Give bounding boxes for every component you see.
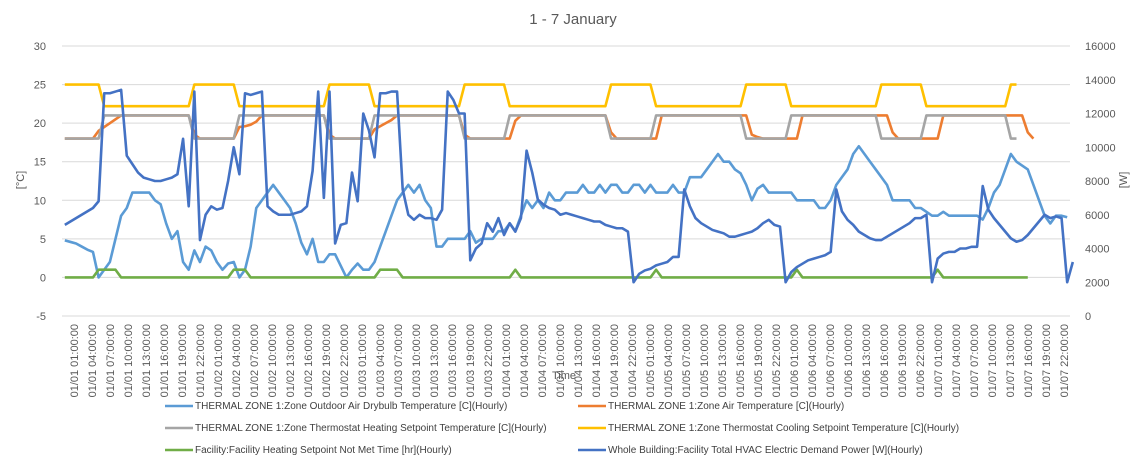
x-tick-label: 01/01 01:00:00 (69, 324, 81, 397)
series-line-0 (64, 144, 1068, 279)
legend-entry: THERMAL ZONE 1:Zone Air Temperature [C](… (608, 401, 844, 412)
x-tick-label: 01/06 16:00:00 (879, 324, 891, 397)
chart-title: 1 - 7 January (529, 11, 617, 28)
x-tick-label: 01/02 07:00:00 (249, 324, 261, 397)
x-tick-label: 01/07 13:00:00 (1005, 324, 1017, 397)
y-right-tick-label: 12000 (1085, 109, 1116, 121)
y-left-tick-label: 25 (34, 80, 46, 92)
x-tick-label: 01/07 16:00:00 (1023, 324, 1035, 397)
x-tick-label: 01/05 10:00:00 (699, 324, 711, 397)
gridlines (62, 45, 1070, 317)
x-tick-label: 01/07 07:00:00 (969, 324, 981, 397)
series-line-1 (64, 114, 1035, 140)
x-tick-label: 01/04 22:00:00 (627, 324, 639, 397)
legend-entry: THERMAL ZONE 1:Zone Outdoor Air Drybulb … (195, 401, 507, 412)
x-tick-label: 01/05 22:00:00 (771, 324, 783, 397)
y-left-tick-label: 20 (34, 118, 46, 130)
y-right-tick-label: 14000 (1085, 75, 1116, 87)
x-tick-label: 01/06 04:00:00 (807, 324, 819, 397)
x-tick-label: 01/07 19:00:00 (1041, 324, 1053, 397)
x-tick-label: 01/04 13:00:00 (573, 324, 585, 397)
x-tick-label: 01/04 16:00:00 (591, 324, 603, 397)
x-tick-label: 01/02 13:00:00 (285, 324, 297, 397)
x-tick-label: 01/03 04:00:00 (375, 324, 387, 397)
series-lines (64, 83, 1075, 284)
x-tick-label: 01/07 22:00:00 (1059, 324, 1071, 397)
x-tick-label: 01/02 16:00:00 (303, 324, 315, 397)
x-tick-label: 01/03 22:00:00 (483, 324, 495, 397)
x-tick-label: 01/02 04:00:00 (231, 324, 243, 397)
legend-entry: THERMAL ZONE 1:Zone Thermostat Cooling S… (608, 423, 959, 434)
x-tick-label: 01/03 01:00:00 (357, 324, 369, 397)
x-tick-label: 01/02 10:00:00 (267, 324, 279, 397)
x-axis-ticks: 01/01 01:00:00 01/01 04:00:00 01/01 07:00:… (69, 324, 1071, 397)
series-line-4 (64, 268, 1028, 279)
x-tick-label: 01/01 07:00:00 (105, 324, 117, 397)
x-tick-label: 01/01 22:00:00 (195, 324, 207, 397)
y-left-tick-label: 10 (34, 195, 46, 207)
x-tick-label: 01/01 16:00:00 (159, 324, 171, 397)
y-right-tick-label: 10000 (1085, 142, 1116, 154)
y-left-tick-label: 5 (40, 234, 46, 246)
x-tick-label: 01/03 16:00:00 (447, 324, 459, 397)
x-tick-label: 01/05 07:00:00 (681, 324, 693, 397)
legend: THERMAL ZONE 1:Zone Outdoor Air Drybulb … (165, 401, 959, 456)
x-tick-label: 01/05 16:00:00 (735, 324, 747, 397)
x-tick-label: 01/06 13:00:00 (861, 324, 873, 397)
y-left-tick-label: 0 (40, 272, 46, 284)
x-tick-label: 01/04 07:00:00 (537, 324, 549, 397)
x-tick-label: 01/03 19:00:00 (465, 324, 477, 397)
x-tick-label: 01/04 01:00:00 (501, 324, 513, 397)
y-right-tick-label: 4000 (1085, 244, 1109, 256)
legend-entry: Facility:Facility Heating Setpoint Not M… (195, 445, 452, 456)
x-tick-label: 01/04 10:00:00 (555, 324, 567, 397)
x-tick-label: 01/03 10:00:00 (411, 324, 423, 397)
x-tick-label: 01/02 19:00:00 (321, 324, 333, 397)
y-axis-right-ticks: 0 2000 4000 6000 8000 10000 12000 14000 16000 (1085, 41, 1116, 323)
y-axis-right-label: [W] (1118, 172, 1130, 189)
x-tick-label: 01/04 04:00:00 (519, 324, 531, 397)
x-tick-label: 01/03 13:00:00 (429, 324, 441, 397)
y-right-tick-label: 8000 (1085, 176, 1109, 188)
y-left-tick-label: -5 (36, 311, 46, 323)
y-right-tick-label: 6000 (1085, 210, 1109, 222)
x-tick-label: 01/07 10:00:00 (987, 324, 999, 397)
series-line-2 (64, 114, 1017, 140)
x-tick-label: 01/02 01:00:00 (213, 324, 225, 397)
y-left-tick-label: 30 (34, 41, 46, 53)
x-tick-label: 01/01 13:00:00 (141, 324, 153, 397)
x-tick-label: 01/06 19:00:00 (897, 324, 909, 397)
y-right-tick-label: 2000 (1085, 277, 1109, 289)
legend-entry: THERMAL ZONE 1:Zone Thermostat Heating S… (195, 423, 547, 434)
x-axis-label: Time (552, 370, 576, 382)
x-tick-label: 01/05 01:00:00 (645, 324, 657, 397)
x-tick-label: 01/06 07:00:00 (825, 324, 837, 397)
x-tick-label: 01/01 19:00:00 (177, 324, 189, 397)
x-tick-label: 01/06 01:00:00 (789, 324, 801, 397)
x-tick-label: 01/03 07:00:00 (393, 324, 405, 397)
legend-entry: Whole Building:Facility Total HVAC Elect… (608, 445, 923, 456)
x-tick-label: 01/01 04:00:00 (87, 324, 99, 397)
x-tick-label: 01/02 22:00:00 (339, 324, 351, 397)
y-left-tick-label: 15 (34, 157, 46, 169)
y-right-tick-label: 0 (1085, 311, 1091, 323)
y-axis-left-ticks: -5 0 5 10 15 20 25 30 (34, 41, 46, 323)
x-tick-label: 01/06 10:00:00 (843, 324, 855, 397)
x-tick-label: 01/04 19:00:00 (609, 324, 621, 397)
x-tick-label: 01/07 04:00:00 (951, 324, 963, 397)
series-line-5 (64, 88, 1075, 284)
x-tick-label: 01/06 22:00:00 (915, 324, 927, 397)
y-right-tick-label: 16000 (1085, 41, 1116, 53)
x-tick-label: 01/05 19:00:00 (753, 324, 765, 397)
series-line-3 (64, 83, 1017, 108)
x-tick-label: 01/05 04:00:00 (663, 324, 675, 397)
x-tick-label: 01/01 10:00:00 (123, 324, 135, 397)
x-tick-label: 01/05 13:00:00 (717, 324, 729, 397)
x-tick-label: 01/07 01:00:00 (933, 324, 945, 397)
y-axis-left-label: [°C] (15, 171, 27, 189)
